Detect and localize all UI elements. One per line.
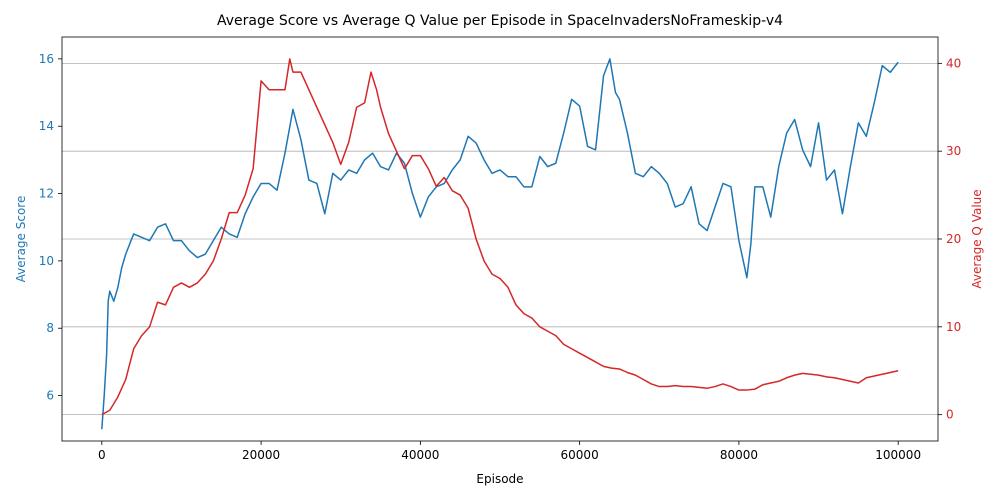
y-right-axis-label: Average Q Value bbox=[970, 189, 984, 288]
x-axis-ticks: 0 20000 40000 60000 80000 100000 bbox=[98, 441, 921, 462]
x-tick-label-3: 60000 bbox=[561, 448, 599, 462]
y-right-tick-label-2: 20 bbox=[946, 232, 961, 246]
y-left-tick-label-1: 8 bbox=[46, 321, 54, 335]
y-right-tick-label-0: 0 bbox=[946, 408, 954, 422]
q-value-series-line bbox=[101, 58, 899, 416]
y-left-tick-label-4: 14 bbox=[39, 119, 54, 133]
x-tick-label-5: 100000 bbox=[875, 448, 921, 462]
y-left-tick-label-0: 6 bbox=[46, 389, 54, 403]
score-series-line bbox=[101, 58, 899, 430]
y-right-tick-label-3: 30 bbox=[946, 144, 961, 158]
x-axis-label: Episode bbox=[476, 472, 523, 486]
y-left-axis-label: Average Score bbox=[14, 196, 28, 283]
x-tick-label-1: 20000 bbox=[242, 448, 280, 462]
x-tick-label-4: 80000 bbox=[720, 448, 758, 462]
y-left-tick-label-5: 16 bbox=[39, 52, 54, 66]
series-layer bbox=[101, 58, 899, 430]
y-right-axis-ticks: 0 10 20 30 40 bbox=[938, 56, 961, 422]
y-left-tick-label-3: 12 bbox=[39, 187, 54, 201]
grid-layer bbox=[62, 62, 938, 416]
x-tick-label-0: 0 bbox=[98, 448, 106, 462]
y-right-tick-label-4: 40 bbox=[946, 56, 961, 70]
chart-title: Average Score vs Average Q Value per Epi… bbox=[217, 13, 783, 29]
y-left-tick-label-2: 10 bbox=[39, 254, 54, 268]
x-tick-label-2: 40000 bbox=[401, 448, 439, 462]
y-left-axis-ticks: 6 8 10 12 14 16 bbox=[39, 52, 62, 403]
y-right-tick-label-1: 10 bbox=[946, 320, 961, 334]
